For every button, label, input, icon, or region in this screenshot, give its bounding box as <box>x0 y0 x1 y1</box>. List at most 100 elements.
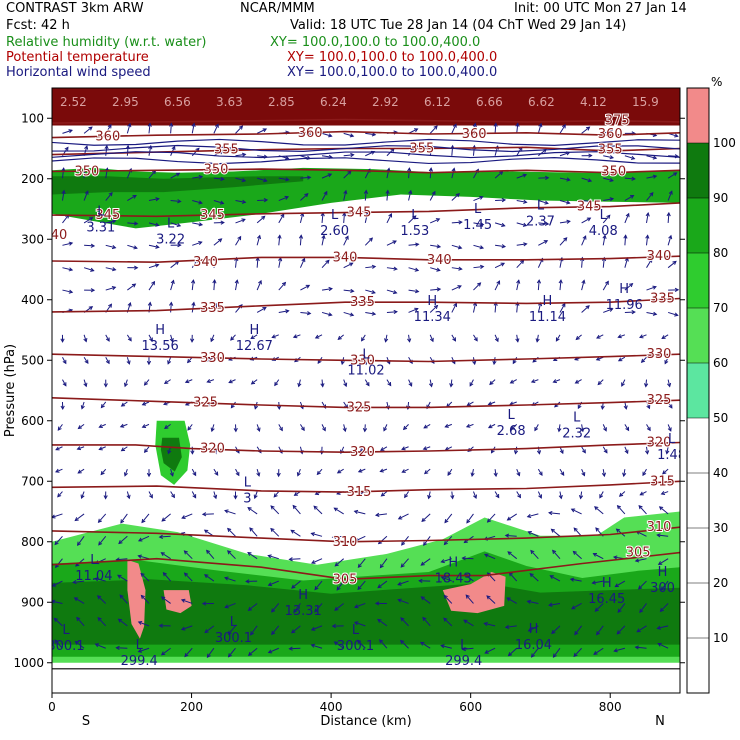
wind-vector-head <box>563 237 568 242</box>
wind-vector <box>571 508 582 515</box>
upper-band-value: 2.52 <box>60 95 87 109</box>
wind-vector-head <box>587 178 593 183</box>
wind-vector <box>52 513 63 518</box>
wind-vector <box>380 446 388 451</box>
wind-vector-head <box>624 449 629 455</box>
wind-vector-head <box>363 360 368 366</box>
wind-vector-head <box>74 517 79 522</box>
wind-vector-head <box>672 260 677 265</box>
wind-vector <box>509 401 517 405</box>
wind-vector-head <box>279 426 283 432</box>
wind-vector-head <box>183 572 189 577</box>
wind-vector-head <box>94 643 100 648</box>
wind-vector-head <box>512 359 517 365</box>
field-rh-name: Relative humidity (w.r.t. water) <box>6 35 207 50</box>
wind-vector-head <box>177 199 182 204</box>
wind-extremum-marker: H <box>249 323 259 338</box>
wind-vector-head <box>206 379 211 384</box>
wind-vector-head <box>220 220 225 225</box>
wind-vector-head <box>466 519 471 524</box>
wind-vector-head <box>494 337 499 343</box>
wind-vector-head <box>180 598 186 603</box>
wind-vector <box>467 401 474 406</box>
upper-band-value: 6.62 <box>528 95 555 109</box>
wind-vector <box>596 334 604 339</box>
wind-vector <box>408 289 419 293</box>
wind-extremum-value: 300.1 <box>47 639 84 654</box>
wind-extremum-marker: H <box>619 282 629 297</box>
wind-vector <box>127 283 136 291</box>
wind-vector <box>54 535 63 545</box>
theta-label: 325 <box>193 396 218 411</box>
colorbar-band-80 <box>687 198 709 253</box>
wind-vector-head <box>120 519 125 524</box>
wind-vector <box>315 334 323 339</box>
wind-vector-head <box>271 608 276 613</box>
wind-vector <box>429 218 440 224</box>
theta-label: 335 <box>650 292 675 307</box>
wind-vector-head <box>665 450 670 455</box>
wind-vector-head <box>544 200 549 205</box>
wind-vector-head <box>486 595 491 600</box>
wind-vector-head <box>163 380 169 385</box>
wind-vector <box>446 401 453 408</box>
wind-vector <box>646 286 657 291</box>
wind-vector <box>343 190 347 201</box>
wind-vector-head <box>419 641 425 646</box>
wind-vector <box>289 647 301 650</box>
wind-vector-head <box>662 470 667 475</box>
wind-vector <box>227 528 236 537</box>
wind-vector-head <box>588 199 593 204</box>
wind-vector <box>235 125 243 134</box>
wind-vector <box>105 220 116 224</box>
wind-vector <box>337 468 344 474</box>
wind-vector <box>494 171 503 179</box>
wind-vector-head <box>54 540 59 546</box>
wind-vector-head <box>362 427 368 433</box>
wind-vector <box>529 573 539 582</box>
wind-vector-head <box>493 472 498 478</box>
wind-vector <box>408 308 418 313</box>
wind-vector <box>343 262 353 269</box>
wind-vector-head <box>103 495 108 500</box>
wind-vector-head <box>155 222 160 227</box>
wind-vector <box>278 257 282 268</box>
wind-vector-head <box>249 527 254 532</box>
wind-vector <box>84 244 95 247</box>
wind-vector-head <box>483 621 488 627</box>
wind-vector <box>386 289 397 294</box>
y-tick-label: 1000 <box>13 656 44 670</box>
theta-label: 345 <box>577 200 602 215</box>
isentrope-330 <box>52 353 680 363</box>
y-axis-label: Pressure (hPa) <box>3 344 18 437</box>
wind-vector <box>62 356 67 364</box>
wind-vector-head <box>68 129 73 134</box>
wind-vector <box>334 507 344 515</box>
wind-vector-head <box>581 472 586 477</box>
wind-vector-head <box>118 540 123 545</box>
wind-vector <box>360 446 366 453</box>
wind-vector <box>116 558 128 561</box>
wind-vector <box>148 334 153 342</box>
wind-vector-head <box>465 594 470 599</box>
wind-vector <box>213 124 219 134</box>
wind-vector-head <box>186 358 192 364</box>
wind-vector <box>494 123 497 134</box>
wind-vector-head <box>617 357 623 362</box>
wind-vector <box>55 446 63 451</box>
rh-region-100 <box>442 572 506 614</box>
wind-vector-head <box>206 653 211 658</box>
wind-vector-head <box>414 128 419 133</box>
wind-vector-head <box>397 515 403 520</box>
wind-vector-head <box>285 309 290 314</box>
wind-vector-head <box>350 152 355 158</box>
wind-vector-head <box>458 220 463 225</box>
wind-vector <box>235 177 246 182</box>
wind-vector <box>549 602 561 606</box>
wind-vector-head <box>646 426 651 432</box>
wind-vector-head <box>120 447 126 452</box>
wind-vector-head <box>649 191 654 197</box>
wind-vector <box>300 284 310 291</box>
wind-vector <box>380 468 388 472</box>
wind-vector <box>191 491 197 498</box>
